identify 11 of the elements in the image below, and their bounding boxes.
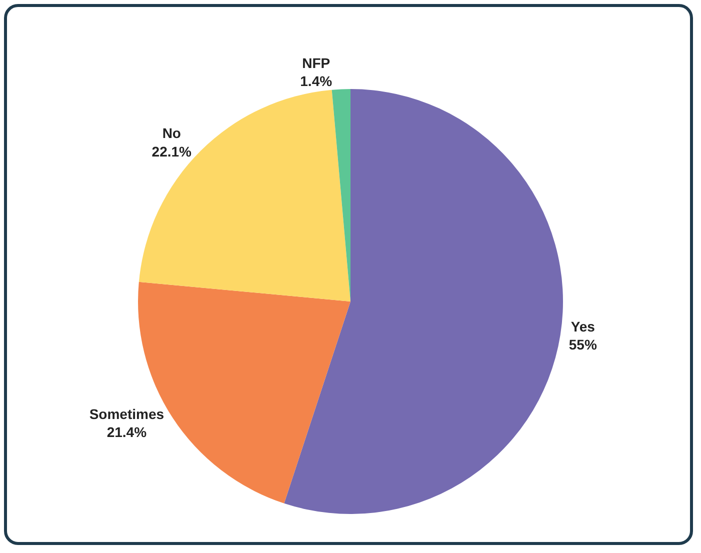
data-label: 55% <box>568 336 598 353</box>
slice-label: NFP <box>302 55 330 72</box>
data-label: 21.4% <box>106 424 148 440</box>
slice-label: Sometimes <box>89 406 164 422</box>
data-label: 22.1% <box>152 143 192 160</box>
slice-label: No <box>162 125 181 142</box>
pie-slice <box>138 90 350 302</box>
pie-slice <box>332 89 350 302</box>
slice-label: Yes <box>570 318 596 334</box>
data-label: 1.4% <box>300 73 333 90</box>
pie-slice <box>284 89 563 514</box>
